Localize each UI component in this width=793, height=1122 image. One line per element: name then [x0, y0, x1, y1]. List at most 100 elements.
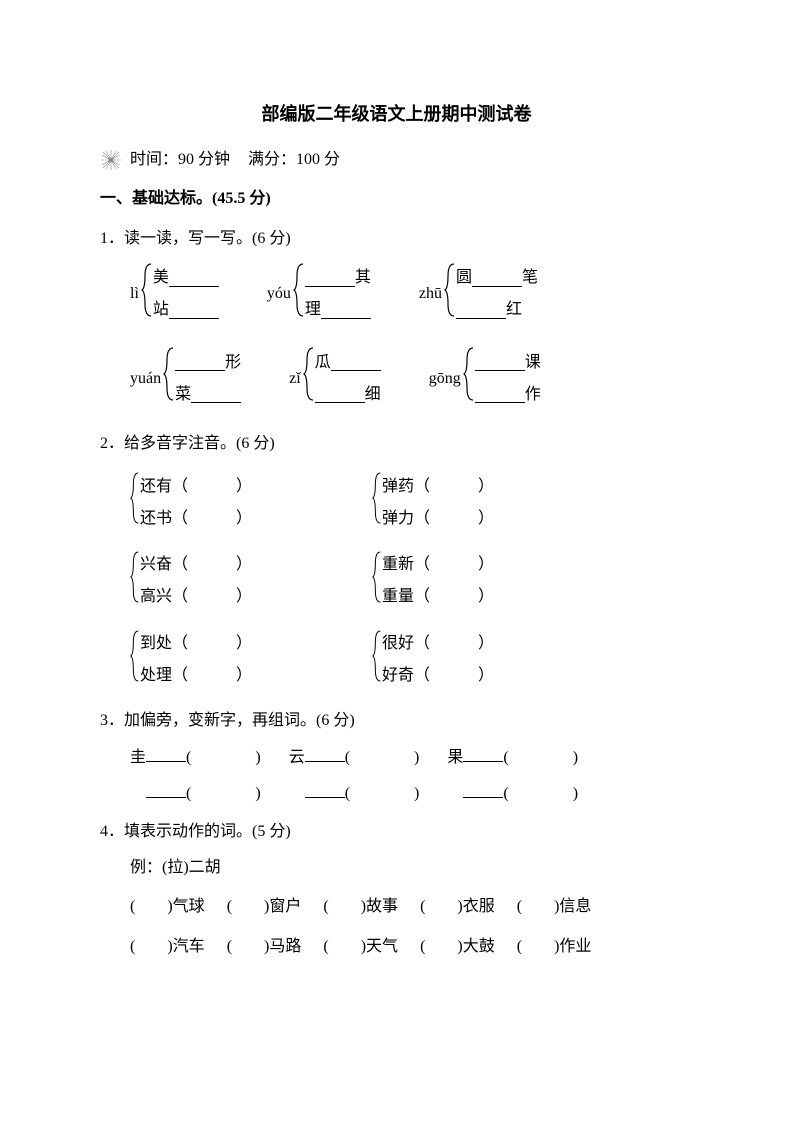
polyphone-options: 重新（ ）重量（ ） — [382, 549, 494, 613]
char-pre: 站 — [153, 297, 169, 323]
pinyin-label: yuán — [130, 366, 161, 392]
char-post: 课 — [525, 350, 541, 376]
noun: 汽车 — [173, 938, 205, 955]
pinyin-bracket-group: yuán 形菜 — [130, 346, 241, 411]
verb-fill-item: ( )故事 — [323, 894, 398, 920]
fill-line: 瓜 — [315, 350, 381, 374]
decorative-icon — [100, 149, 122, 171]
bracket-options: 瓜细 — [315, 350, 381, 406]
q1-row2: yuán 形菜zǐ 瓜细gōng 课作 — [130, 346, 693, 411]
paren-blank: ( ) — [186, 745, 261, 771]
q3-text: 3．加偏旁，变新字，再组词。(6 分) — [100, 708, 693, 734]
polyphone-line: 高兴（ ） — [140, 583, 252, 611]
fill-line: 美 — [153, 266, 219, 290]
blank-line[interactable] — [475, 385, 525, 403]
blank-line[interactable] — [321, 301, 371, 319]
question-1: 1．读一读，写一写。(6 分) lì 美站yóu 其理zhū 圆笔红 yuán … — [100, 226, 693, 411]
polyphone-line: 兴奋（ ） — [140, 551, 252, 579]
pinyin-label: zǐ — [289, 366, 301, 392]
section-1-header: 一、基础达标。(45.5 分) — [100, 186, 693, 212]
q2-pair-row: 还有（ ）还书（ ） 弹药（ ）弹力（ ） — [130, 466, 693, 539]
q4-row1: ( )气球( )窗户( )故事( )衣服( )信息 — [130, 894, 693, 920]
radical-item: 圭 ( ) — [130, 744, 261, 771]
verb-fill-item: ( )汽车 — [130, 934, 205, 960]
blank-line[interactable] — [146, 780, 186, 798]
q4-row2: ( )汽车( )马路( )天气( )大鼓( )作业 — [130, 934, 693, 960]
char-post: 作 — [525, 382, 541, 408]
fill-line: 其 — [305, 266, 371, 290]
q2-pair-row: 兴奋（ ） 高兴（ ） 重新（ ）重量（ ） — [130, 545, 693, 618]
brace-icon — [141, 262, 153, 327]
fill-line: 形 — [175, 350, 241, 374]
bracket-options: 圆笔红 — [456, 266, 538, 322]
blank-line[interactable] — [169, 269, 219, 287]
polyphone-line: 好奇（ ） — [382, 662, 494, 690]
fill-line: 圆笔 — [456, 266, 538, 290]
polyphone-bracket: 到处（ ）处理（ ） — [130, 624, 252, 697]
noun: 衣服 — [463, 898, 495, 915]
base-char: 云 — [289, 745, 305, 771]
blank-line[interactable] — [331, 353, 381, 371]
noun: 大鼓 — [463, 938, 495, 955]
char-post: 笔 — [522, 265, 538, 291]
fill-line: 课 — [475, 350, 541, 374]
blank-line[interactable] — [146, 744, 186, 762]
blank-line[interactable] — [456, 301, 506, 319]
polyphone-line: 弹力（ ） — [382, 505, 494, 533]
polyphone-bracket: 还有（ ）还书（ ） — [130, 466, 252, 539]
blank-line[interactable] — [175, 353, 225, 371]
brace-icon — [163, 346, 175, 411]
noun: 作业 — [559, 938, 591, 955]
blank-line[interactable] — [472, 269, 522, 287]
q2-text: 2．给多音字注音。(6 分) — [100, 431, 693, 457]
verb-fill-item: ( )马路 — [227, 934, 302, 960]
char-pre: 菜 — [175, 382, 191, 408]
polyphone-options: 弹药（ ）弹力（ ） — [382, 471, 494, 535]
verb-fill-item: ( )衣服 — [420, 894, 495, 920]
polyphone-bracket: 重新（ ）重量（ ） — [372, 545, 494, 618]
bracket-options: 美站 — [153, 266, 219, 322]
pinyin-bracket-group: zǐ 瓜细 — [289, 346, 381, 411]
blank-line[interactable] — [191, 385, 241, 403]
noun: 窗户 — [269, 898, 301, 915]
blank-line[interactable] — [305, 744, 345, 762]
exam-info-row: 时间：90 分钟 满分：100 分 — [100, 147, 693, 173]
blank-line[interactable] — [475, 353, 525, 371]
radical-item-blank: 圭( ) — [447, 780, 578, 807]
brace-icon — [303, 346, 315, 411]
bracket-options: 形菜 — [175, 350, 241, 406]
verb-fill-item: ( )气球 — [130, 894, 205, 920]
blank-line[interactable] — [463, 744, 503, 762]
polyphone-line: 重新（ ） — [382, 551, 494, 579]
noun: 信息 — [559, 898, 591, 915]
verb-fill-item: ( )作业 — [517, 934, 592, 960]
pinyin-bracket-group: yóu 其理 — [267, 262, 371, 327]
base-char: 果 — [447, 745, 463, 771]
paren-blank: ( ) — [503, 745, 578, 771]
verb-fill-item: ( )天气 — [323, 934, 398, 960]
blank-line[interactable] — [315, 385, 365, 403]
pinyin-bracket-group: zhū 圆笔红 — [419, 262, 538, 327]
fill-line: 作 — [475, 382, 541, 406]
blank-line[interactable] — [305, 269, 355, 287]
bracket-options: 其理 — [305, 266, 371, 322]
char-pre: 圆 — [456, 265, 472, 291]
char-post: 形 — [225, 350, 241, 376]
blank-line[interactable] — [463, 780, 503, 798]
radical-item: 果 ( ) — [447, 744, 578, 771]
noun: 马路 — [269, 938, 301, 955]
q2-grid: 还有（ ）还书（ ） 弹药（ ）弹力（ ） 兴奋（ ） 高兴（ ） 重新（ ）重量… — [130, 466, 693, 696]
blank-line[interactable] — [169, 301, 219, 319]
polyphone-line: 很好（ ） — [382, 630, 494, 658]
pinyin-label: zhū — [419, 281, 442, 307]
base-char: 圭 — [130, 745, 146, 771]
brace-icon — [372, 466, 382, 539]
exam-title: 部编版二年级语文上册期中测试卷 — [100, 100, 693, 129]
blank-line[interactable] — [305, 780, 345, 798]
time-label: 时间：90 分钟 — [130, 147, 230, 173]
radical-item-blank: 圭( ) — [289, 780, 420, 807]
polyphone-options: 很好（ ） 好奇（ ） — [382, 628, 494, 692]
radical-item-blank: 圭( ) — [130, 780, 261, 807]
noun: 天气 — [366, 938, 398, 955]
pinyin-label: gōng — [429, 366, 461, 392]
